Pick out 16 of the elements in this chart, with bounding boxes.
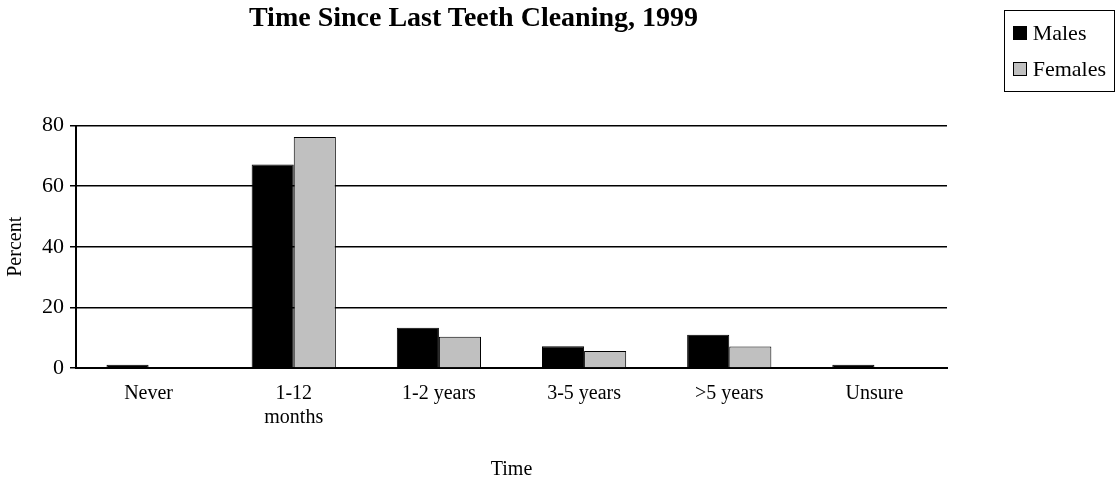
x-tick-label: 1-12 months [264,381,324,428]
legend-label: Males [1032,20,1087,46]
x-tick-label: Never [124,381,174,404]
y-tick-label: 80 [42,111,64,137]
y-tick-label: 20 [42,293,64,319]
x-axis-title: Time [490,457,533,480]
legend-label: Females [1032,56,1106,82]
x-tick-label: Unsure [845,381,904,404]
x-tick-label: 3-5 years [547,381,622,405]
x-tick-label: >5 years [695,381,764,405]
y-tick-label: 0 [53,353,64,379]
y-tick-label: 40 [42,232,64,258]
y-axis-title: Percent [3,216,26,277]
x-tick-label: 1-2 years [401,381,477,405]
chart-title: Time Since Last Teeth Cleaning, 1999 [248,1,699,33]
y-tick-label: 60 [42,171,64,197]
